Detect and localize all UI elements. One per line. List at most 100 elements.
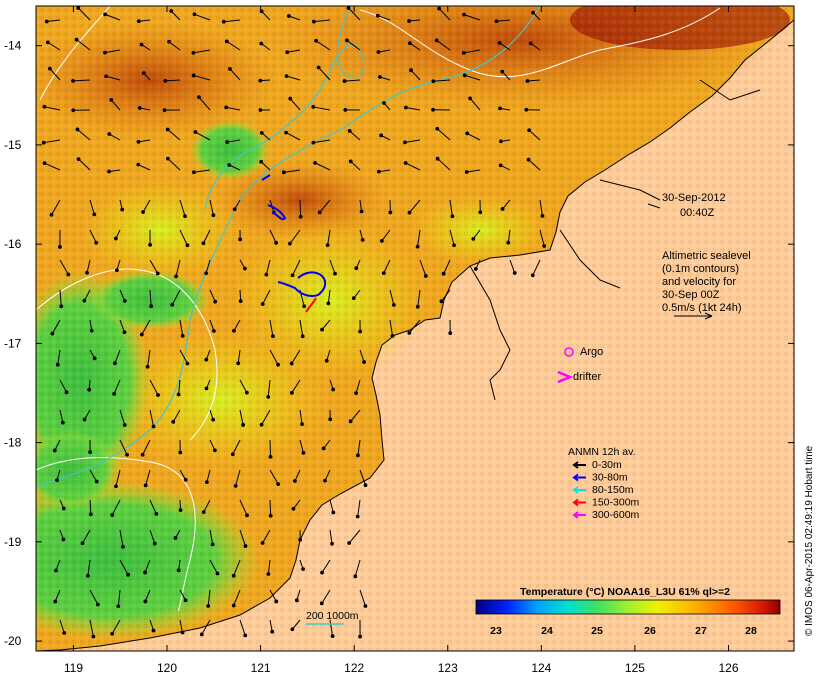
velocity-arrow-head: [201, 241, 206, 246]
velocity-arrow-head: [403, 161, 408, 165]
velocity-arrow-head: [435, 126, 440, 131]
velocity-arrow: [201, 619, 211, 635]
velocity-arrow: [389, 289, 395, 305]
velocity-arrow: [233, 589, 241, 606]
velocity-arrow-head: [343, 108, 348, 112]
coastline: [36, 19, 794, 651]
velocity-arrow: [233, 319, 241, 331]
velocity-arrow-head: [274, 240, 279, 245]
velocity-arrow: [329, 259, 336, 274]
velocity-arrow-head: [468, 96, 473, 101]
velocity-arrow: [265, 259, 271, 275]
velocity-arrow-head: [167, 39, 171, 44]
velocity-arrow: [527, 79, 541, 82]
velocity-arrow: [349, 130, 361, 141]
velocity-arrow-head: [136, 162, 141, 167]
velocity-arrow-head: [359, 209, 364, 214]
velocity-arrow-head: [333, 271, 337, 276]
velocity-arrow: [321, 589, 331, 604]
velocity-arrow: [113, 379, 121, 395]
velocity-arrow: [502, 199, 511, 210]
velocity-arrow-head: [540, 214, 545, 218]
velocity-arrow-head: [156, 393, 160, 397]
altimetry-line: 0.5m/s (1kt 24h): [662, 302, 741, 314]
velocity-arrow-head: [192, 12, 197, 17]
altimetry-line: 30-Sep 00Z: [662, 289, 720, 301]
velocity-arrow-head: [151, 628, 156, 633]
colorbar: Temperature (°C) NOAA16_L3U 61% ql>=2 23…: [475, 586, 781, 637]
velocity-arrow: [449, 229, 455, 246]
velocity-arrow: [104, 49, 121, 54]
velocity-arrow: [229, 68, 241, 81]
velocity-arrow-head: [165, 127, 170, 132]
altimetry-line: Altimetric sealevel: [662, 250, 751, 262]
velocity-arrow-head: [435, 156, 440, 161]
velocity-arrow: [299, 439, 304, 453]
velocity-arrow-head: [212, 329, 216, 333]
velocity-arrow-head: [169, 9, 174, 13]
velocity-arrow: [114, 349, 121, 364]
velocity-arrow: [438, 8, 451, 21]
velocity-arrow: [404, 139, 421, 143]
velocity-arrow-head: [92, 212, 97, 217]
velocity-arrow-head: [512, 271, 517, 275]
velocity-arrow-head: [238, 299, 243, 303]
anmn-legend-label: 300-600m: [592, 509, 640, 521]
velocity-arrow-head: [231, 603, 236, 608]
velocity-arrow: [235, 469, 241, 487]
x-tick-label: 120: [157, 661, 177, 675]
velocity-arrow-head: [376, 50, 381, 54]
velocity-arrow-head: [92, 356, 97, 361]
velocity-arrow-head: [59, 304, 64, 309]
velocity-arrow: [346, 40, 361, 51]
velocity-arrow-head: [527, 128, 532, 133]
velocity-arrow-head: [407, 19, 411, 23]
velocity-arrow: [463, 49, 481, 54]
velocity-arrow: [144, 589, 151, 602]
velocity-arrow: [78, 158, 91, 171]
velocity-arrow: [89, 229, 97, 243]
velocity-arrow-head: [348, 419, 353, 424]
velocity-arrow: [167, 158, 181, 171]
velocity-arrow-head: [120, 207, 125, 212]
velocity-arrow-head: [61, 506, 66, 511]
velocity-arrow: [262, 529, 271, 544]
ssh-contour: [36, 457, 196, 612]
colorbar-tick-label: 25: [591, 625, 603, 637]
velocity-arrow: [77, 129, 91, 141]
velocity-arrow-head: [107, 132, 112, 136]
velocity-arrow-head: [193, 130, 198, 134]
velocity-arrow-head: [342, 79, 347, 83]
coast-inlet: [599, 179, 661, 201]
track-150-300m: [305, 297, 317, 313]
velocity-arrow: [286, 75, 301, 81]
velocity-arrow-head: [276, 482, 281, 487]
velocity-arrow-head: [259, 131, 264, 135]
velocity-arrow-head: [355, 514, 360, 519]
velocity-arrow-head: [191, 73, 196, 78]
velocity-arrow-head: [498, 163, 503, 168]
velocity-arrow-head: [94, 240, 99, 245]
velocity-arrow-head: [264, 272, 269, 277]
velocity-arrow: [292, 259, 301, 276]
velocity-arrow: [44, 106, 61, 111]
velocity-arrow-head: [473, 267, 478, 271]
velocity-arrow: [54, 439, 61, 451]
velocity-arrow-head: [228, 67, 232, 71]
velocity-arrow-head: [311, 140, 316, 145]
velocity-arrow: [172, 409, 181, 423]
velocity-arrow-head: [122, 330, 127, 335]
x-tick-label: 125: [625, 661, 645, 675]
velocity-arrow-head: [199, 632, 204, 637]
velocity-arrow: [313, 19, 331, 23]
velocity-arrow-head: [528, 41, 533, 46]
velocity-arrow: [359, 349, 365, 363]
velocity-arrow-head: [464, 170, 469, 174]
velocity-arrow-head: [155, 271, 160, 276]
x-tick-label: 122: [344, 661, 364, 675]
velocity-arrow: [193, 169, 211, 173]
velocity-arrow: [329, 619, 334, 637]
velocity-arrow: [417, 289, 421, 307]
ssh-contour: [36, 268, 218, 441]
velocity-arrow-head: [245, 513, 249, 518]
